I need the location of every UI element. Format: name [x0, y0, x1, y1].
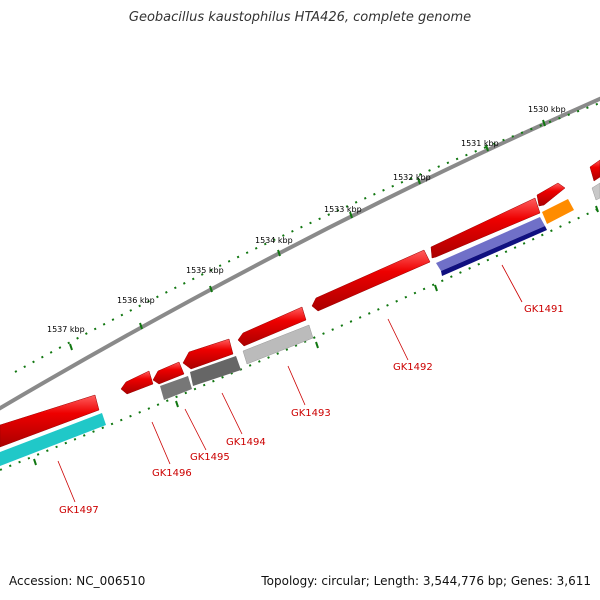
- cds-feature[interactable]: [0, 394, 100, 448]
- gene-label[interactable]: GK1493: [291, 408, 331, 419]
- cds-feature[interactable]: [120, 370, 154, 395]
- gene-label[interactable]: GK1494: [226, 437, 266, 448]
- feature-cyan[interactable]: [0, 413, 106, 466]
- cds-feature[interactable]: [430, 197, 541, 259]
- gene-label[interactable]: GK1492: [393, 362, 433, 373]
- scale-major-ticks: [33, 119, 599, 466]
- cds-feature[interactable]: [311, 249, 431, 312]
- leader-lines: [57, 264, 523, 503]
- scale-labels: 1530 kbp 1531 kbp 1532 kbp 1533 kbp 1534…: [47, 105, 566, 334]
- scale-label: 1536 kbp: [117, 296, 155, 305]
- cds-feature[interactable]: [152, 361, 185, 385]
- cds-track: [0, 159, 600, 448]
- gene-labels: GK1491 GK1492 GK1493 GK1494 GK1495 GK149…: [59, 304, 564, 516]
- gene-label[interactable]: GK1496: [152, 468, 192, 479]
- cds-feature[interactable]: [536, 182, 566, 207]
- feature-orange[interactable]: [542, 199, 574, 224]
- feature-gray-dark[interactable]: [190, 356, 241, 386]
- feature-gray[interactable]: [591, 182, 600, 201]
- accession-text: Accession: NC_006510: [9, 574, 146, 588]
- feature-track: [0, 182, 600, 466]
- scale-label: 1531 kbp: [461, 139, 499, 148]
- gene-label[interactable]: GK1491: [524, 304, 564, 315]
- topology-text: Topology: circular; Length: 3,544,776 bp…: [261, 574, 591, 588]
- scale-label: 1537 kbp: [47, 325, 85, 334]
- feature-navy[interactable]: [441, 226, 547, 276]
- feature-gray-light[interactable]: [242, 324, 314, 365]
- feature-gray-dark[interactable]: [160, 376, 192, 400]
- cds-feature[interactable]: [589, 159, 600, 182]
- cds-feature[interactable]: [237, 306, 307, 347]
- map-title: Geobacillus kaustophilus HTA426, complet…: [128, 10, 472, 25]
- cds-feature[interactable]: [182, 338, 234, 370]
- gene-label[interactable]: GK1495: [190, 452, 230, 463]
- scale-label: 1532 kbp: [393, 173, 431, 182]
- genome-backbone: [0, 96, 600, 411]
- scale-label: 1533 kbp: [324, 205, 362, 214]
- scale-label: 1530 kbp: [528, 105, 566, 114]
- gene-label[interactable]: GK1497: [59, 505, 99, 516]
- feature-purple[interactable]: [436, 217, 545, 271]
- scale-label: 1535 kbp: [186, 266, 224, 275]
- scale-label: 1534 kbp: [255, 236, 293, 245]
